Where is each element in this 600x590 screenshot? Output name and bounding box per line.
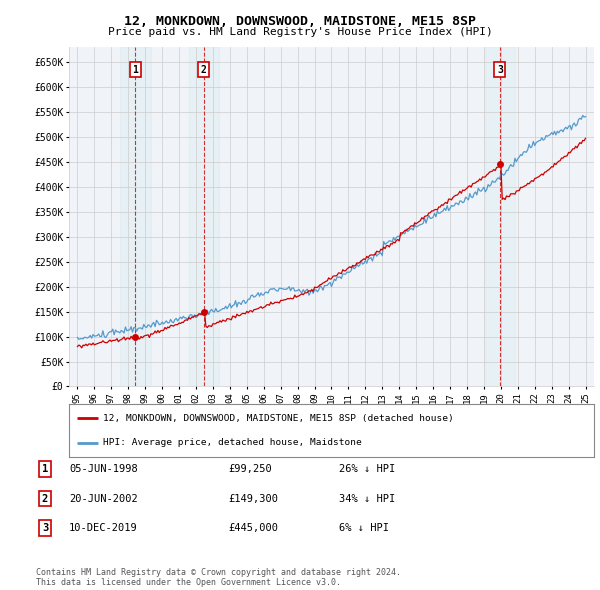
Text: 05-JUN-1998: 05-JUN-1998 bbox=[69, 464, 138, 474]
Text: 12, MONKDOWN, DOWNSWOOD, MAIDSTONE, ME15 8SP (detached house): 12, MONKDOWN, DOWNSWOOD, MAIDSTONE, ME15… bbox=[103, 414, 454, 423]
Text: 1: 1 bbox=[42, 464, 48, 474]
Text: Price paid vs. HM Land Registry's House Price Index (HPI): Price paid vs. HM Land Registry's House … bbox=[107, 27, 493, 37]
Text: 34% ↓ HPI: 34% ↓ HPI bbox=[339, 494, 395, 503]
Text: 10-DEC-2019: 10-DEC-2019 bbox=[69, 523, 138, 533]
Text: Contains HM Land Registry data © Crown copyright and database right 2024.
This d: Contains HM Land Registry data © Crown c… bbox=[36, 568, 401, 587]
Text: £445,000: £445,000 bbox=[228, 523, 278, 533]
Text: £149,300: £149,300 bbox=[228, 494, 278, 503]
Bar bbox=[485, 47, 515, 386]
Text: 6% ↓ HPI: 6% ↓ HPI bbox=[339, 523, 389, 533]
Text: 3: 3 bbox=[42, 523, 48, 533]
Text: 2: 2 bbox=[42, 494, 48, 503]
Bar bbox=[120, 47, 151, 386]
Text: 12, MONKDOWN, DOWNSWOOD, MAIDSTONE, ME15 8SP: 12, MONKDOWN, DOWNSWOOD, MAIDSTONE, ME15… bbox=[124, 15, 476, 28]
Text: 2: 2 bbox=[201, 65, 207, 75]
Bar bbox=[188, 47, 219, 386]
Text: HPI: Average price, detached house, Maidstone: HPI: Average price, detached house, Maid… bbox=[103, 438, 362, 447]
Text: £99,250: £99,250 bbox=[228, 464, 272, 474]
Text: 20-JUN-2002: 20-JUN-2002 bbox=[69, 494, 138, 503]
Text: 3: 3 bbox=[497, 65, 503, 75]
Text: 1: 1 bbox=[133, 65, 138, 75]
Text: 26% ↓ HPI: 26% ↓ HPI bbox=[339, 464, 395, 474]
